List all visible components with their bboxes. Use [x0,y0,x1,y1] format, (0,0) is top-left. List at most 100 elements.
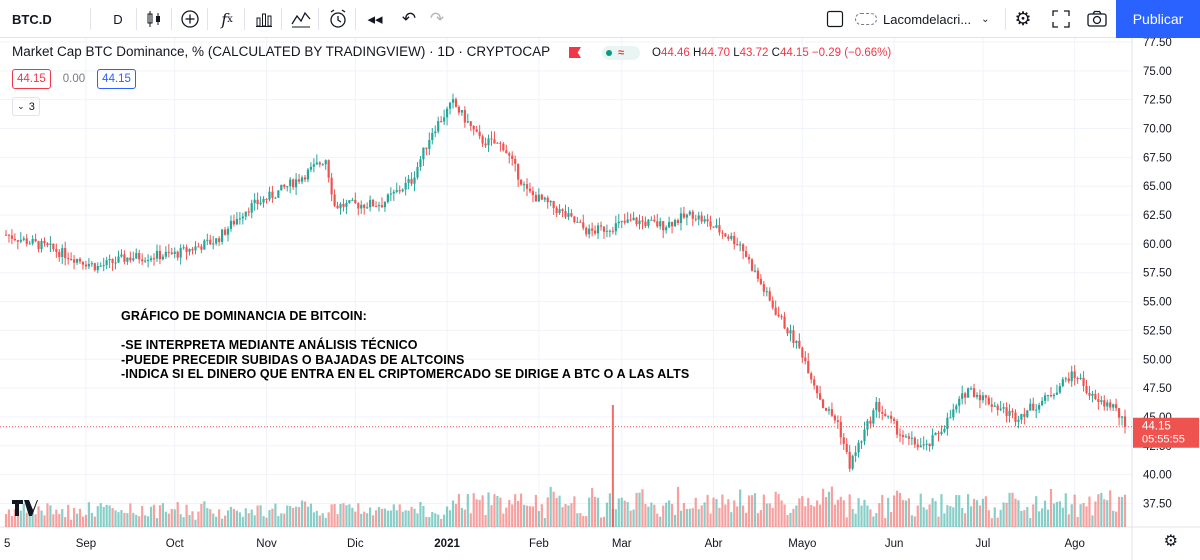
settings-gear-icon[interactable]: ⚙ [1163,533,1178,550]
volume-bar [7,509,11,527]
candle [617,221,620,224]
volume-bar [519,493,523,527]
volume-bar [1020,510,1023,527]
volume-bar [111,508,114,527]
templates-icon[interactable] [249,5,279,33]
y-tick-label: 77.50 [1143,37,1172,49]
candle [161,256,164,260]
candle [907,436,910,439]
volume-bar [650,502,653,527]
camera-icon[interactable] [1082,5,1112,33]
ideas-chart-icon[interactable] [286,5,316,33]
volume-bar [801,496,804,527]
volume-bar [149,506,153,527]
volume-bar [892,495,896,527]
candle [1094,393,1097,400]
volume-bar [679,510,683,527]
x-tick-label: Dic [347,538,364,550]
candle [691,211,694,219]
volume-bar [493,494,496,527]
volume-bar [336,514,339,527]
x-tick-label: Oct [166,538,185,550]
candle [955,405,958,410]
volume-bar [99,503,102,527]
interval-button[interactable]: D [113,11,123,27]
candle [750,259,754,271]
layout-name-button[interactable]: Lacomdelacri... ⌄ [855,5,1005,33]
volume-bar [490,505,493,527]
x-tick-label: Ago [1064,538,1084,550]
candle [890,415,893,419]
candle [599,225,603,227]
candle [1043,395,1047,401]
volume-bar [969,506,973,527]
volume-bar [333,504,336,527]
redo-icon[interactable]: ↷ [429,9,445,28]
gear-icon[interactable]: ⚙ [1014,8,1032,30]
volume-bar [777,494,780,527]
replay-icon[interactable]: ◂◂ [367,11,383,28]
tradingview-logo[interactable] [12,500,38,521]
candle [262,198,265,203]
chart-annotation[interactable]: GRÁFICO DE DOMINANCIA DE BITCOIN: -SE IN… [121,309,689,382]
volume-bar [363,511,366,527]
candle [845,443,848,452]
candle [1005,407,1008,416]
publish-button[interactable]: Publicar [1116,0,1200,38]
volume-bar [250,509,253,527]
candle [952,409,955,418]
candle [579,221,582,223]
candle [4,234,8,236]
candle [268,191,271,200]
volume-bar [744,512,748,527]
volume-bar [1017,500,1020,527]
market-status-badge[interactable]: ≈ [602,46,640,60]
candle [833,415,836,421]
candle [1076,378,1079,380]
candle [981,395,985,401]
volume-bar [878,503,881,527]
last-price-label[interactable] [1133,417,1199,448]
volume-bar [496,495,499,527]
candle [969,388,973,390]
volume-bar [972,498,976,527]
volume-bar [602,516,606,527]
candle [484,143,487,146]
candles-icon[interactable] [139,5,169,33]
bid-box[interactable]: 44.15 [12,69,51,89]
volume-bar [499,497,502,527]
symbol-search-button[interactable]: BTC.D [12,11,52,27]
volume-bar [978,505,982,527]
volume-bar [1106,500,1109,527]
candle [265,198,268,200]
fullscreen-icon[interactable] [1046,5,1076,33]
layout-select-icon[interactable] [820,5,850,33]
legend-title[interactable]: Market Cap BTC Dominance, % (CALCULATED … [12,44,551,59]
add-compare-icon[interactable] [175,5,205,33]
ask-box[interactable]: 44.15 [97,69,136,89]
undo-icon[interactable]: ↶ [401,9,417,28]
candle [117,256,120,263]
flag-icon[interactable] [569,47,581,58]
volume-bar [398,504,401,527]
indicators-toggle-button[interactable]: ⌄ 3 [12,97,40,116]
candle [345,202,348,207]
candle [312,164,315,167]
volume-bar [756,513,760,527]
volume-bar [123,513,126,527]
alert-clock-icon[interactable] [323,5,353,33]
volume-bar [37,506,40,527]
candle [155,250,159,259]
volume-bar [1117,496,1121,527]
candle [706,219,709,222]
spread-value: 0.00 [62,73,86,85]
candle [75,258,79,263]
volume-bar [872,516,875,527]
volume-bar [256,505,259,527]
volume-bar [259,505,262,527]
volume-bar [416,513,419,527]
candle [537,194,540,202]
candle [709,221,712,227]
